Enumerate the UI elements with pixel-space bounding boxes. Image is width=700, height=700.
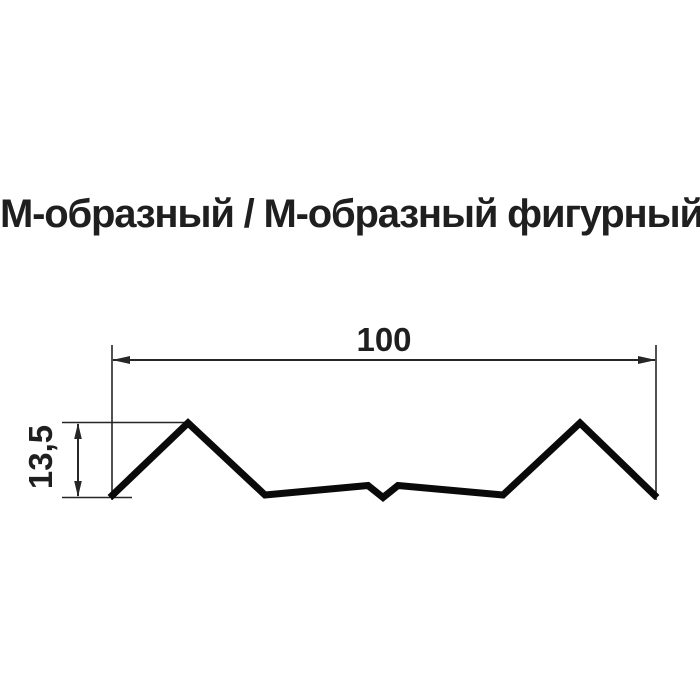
width-arrow-right bbox=[638, 356, 656, 364]
width-dimension: 100 bbox=[111, 321, 657, 500]
width-dimension-label: 100 bbox=[356, 321, 411, 358]
height-dimension: 13,5 bbox=[22, 421, 192, 499]
height-arrow-top bbox=[74, 423, 82, 439]
width-arrow-left bbox=[112, 356, 130, 364]
height-dimension-label: 13,5 bbox=[22, 425, 59, 489]
page-title: М-образный / М-образный фигурный bbox=[0, 192, 700, 236]
profile-outline bbox=[107, 418, 660, 502]
height-arrow-bottom bbox=[74, 481, 82, 497]
